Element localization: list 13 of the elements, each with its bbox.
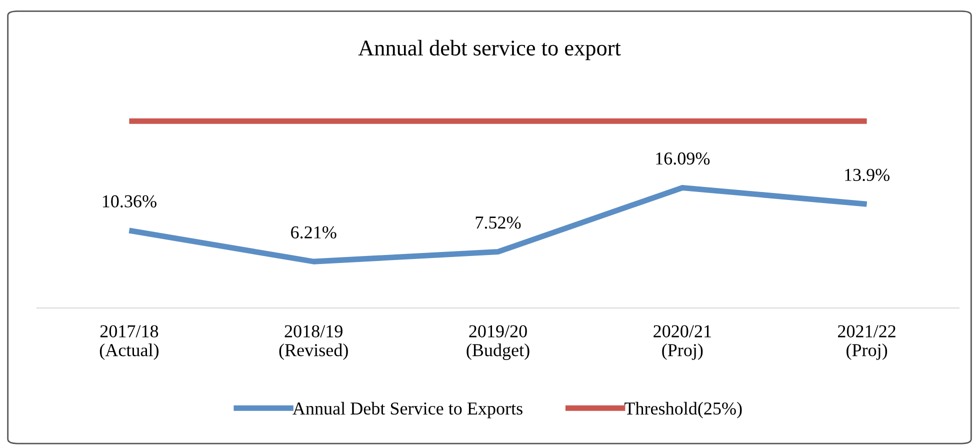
x-tick-label: 2019/20 (Budget) [466,325,530,360]
x-tick-label: 2021/22 (Proj) [838,325,896,360]
x-tick-label: 2020/21 (Proj) [654,325,711,360]
x-tick-label: 2018/19 (Revised) [279,325,348,360]
data-label: 6.21% [291,226,336,239]
legend-label: Threshold(25%) [624,402,742,418]
data-label: 7.52% [476,216,521,229]
legend-label: Annual Debt Service to Exports [292,402,522,418]
chart-title: Annual debt service to export [358,40,621,60]
data-label: 13.9% [845,168,890,182]
data-label: 10.36% [102,195,156,208]
x-tick-label: 2017/18 (Actual) [100,325,158,360]
data-label: 16.09% [656,152,710,165]
